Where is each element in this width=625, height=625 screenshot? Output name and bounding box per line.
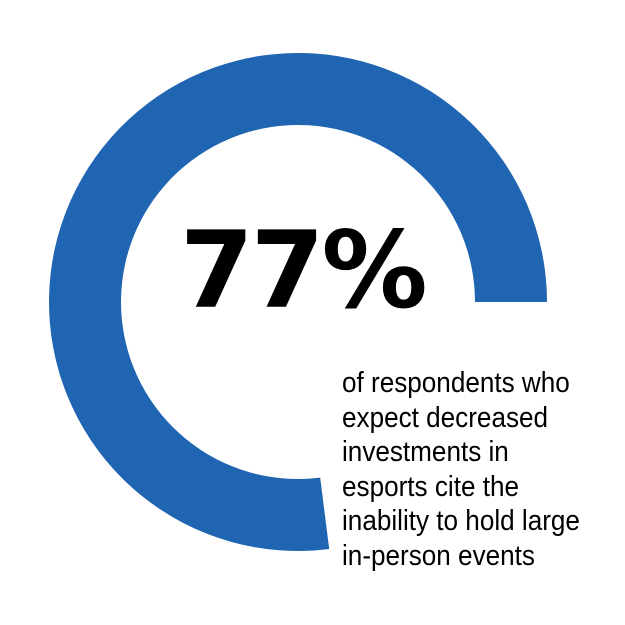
caption-line: esports cite the <box>342 470 519 503</box>
percentage-value: 77% <box>180 209 428 332</box>
caption-line: of respondents who <box>342 367 570 399</box>
caption-line: expect decreased <box>342 401 549 434</box>
caption-text: of respondents who expect decreased inve… <box>342 366 585 573</box>
caption-line: inability to hold large <box>342 505 580 537</box>
caption-line: investments in <box>342 436 509 468</box>
caption-line: in-person events <box>342 539 535 572</box>
